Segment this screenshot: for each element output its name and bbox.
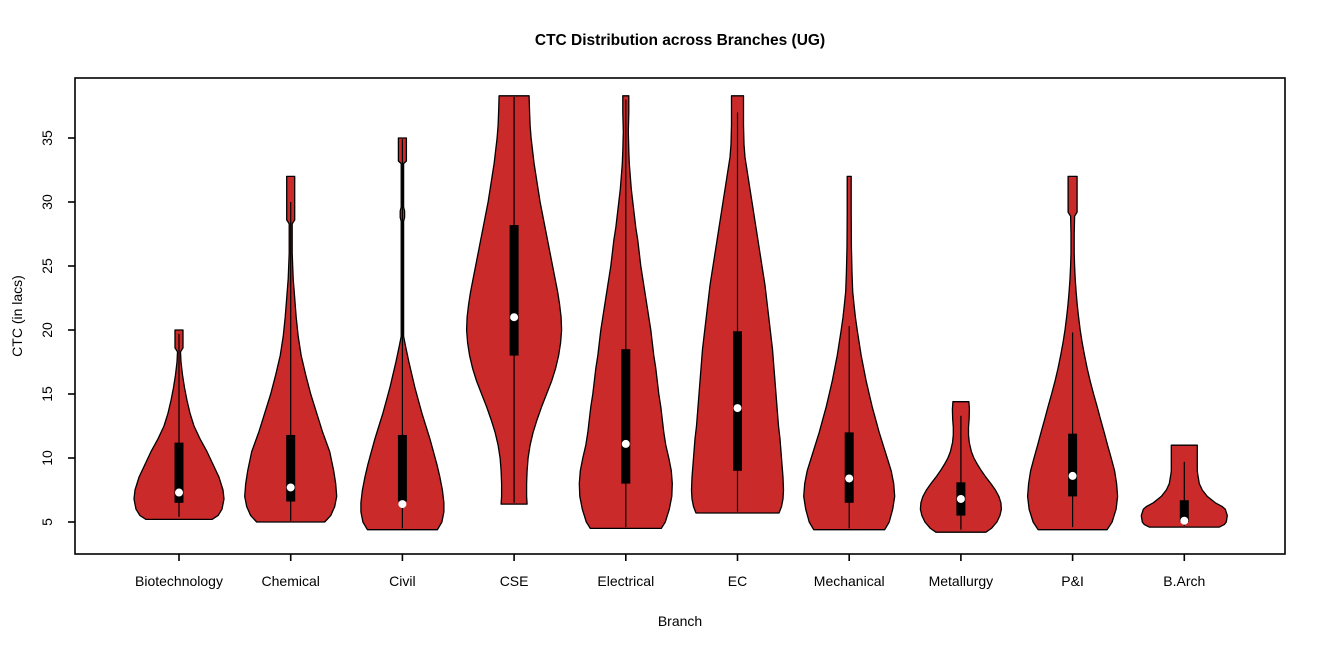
y-tick-label-15: 15 — [39, 386, 55, 402]
x-tick-label-civil: Civil — [389, 573, 415, 589]
x-tick-label-metallurgy: Metallurgy — [929, 573, 994, 589]
iqr-box-mechanical — [844, 432, 854, 503]
median-dot-p-i — [1068, 471, 1077, 480]
median-dot-mechanical — [845, 474, 854, 483]
median-dot-b-arch — [1180, 516, 1189, 525]
median-dot-civil — [398, 500, 407, 509]
x-tick-label-mechanical: Mechanical — [814, 573, 885, 589]
x-axis-title: Branch — [658, 613, 702, 629]
y-axis-title: CTC (in lacs) — [9, 275, 25, 357]
y-tick-label-35: 35 — [39, 130, 55, 146]
median-dot-metallurgy — [956, 494, 965, 503]
median-dot-electrical — [621, 439, 630, 448]
y-tick-label-10: 10 — [39, 450, 55, 466]
x-tick-label-chemical: Chemical — [262, 573, 320, 589]
y-tick-label-20: 20 — [39, 322, 55, 338]
x-tick-label-ec: EC — [728, 573, 747, 589]
x-tick-label-electrical: Electrical — [597, 573, 654, 589]
iqr-box-p-i — [1068, 433, 1078, 497]
median-dot-biotechnology — [175, 488, 183, 497]
iqr-box-b-arch — [1179, 500, 1189, 522]
iqr-box-biotechnology — [174, 442, 184, 503]
iqr-box-civil — [397, 434, 407, 502]
median-dot-cse — [510, 313, 519, 322]
iqr-box-chemical — [286, 434, 296, 502]
x-tick-label-p-i: P&I — [1061, 573, 1084, 589]
x-axis: Biotechnology Chemical Civil CSE Electrical E… — [135, 554, 1205, 589]
y-axis: 5 10 15 20 25 30 35 — [39, 130, 75, 526]
median-dot-ec — [733, 404, 742, 413]
chart-title: CTC Distribution across Branches (UG) — [535, 32, 825, 49]
plot-area-border — [74, 77, 1286, 555]
y-tick-label-5: 5 — [39, 518, 55, 526]
x-tick-label-b-arch: B.Arch — [1163, 573, 1205, 589]
iqr-box-cse — [509, 225, 519, 356]
y-tick-label-30: 30 — [39, 194, 55, 210]
x-tick-label-cse: CSE — [500, 573, 529, 589]
violins-layer — [133, 95, 1228, 533]
iqr-box-electrical — [621, 349, 631, 484]
iqr-box-ec — [733, 331, 742, 471]
median-dot-chemical — [286, 483, 295, 492]
y-tick-label-25: 25 — [39, 258, 55, 274]
x-tick-label-biotechnology: Biotechnology — [135, 573, 223, 589]
